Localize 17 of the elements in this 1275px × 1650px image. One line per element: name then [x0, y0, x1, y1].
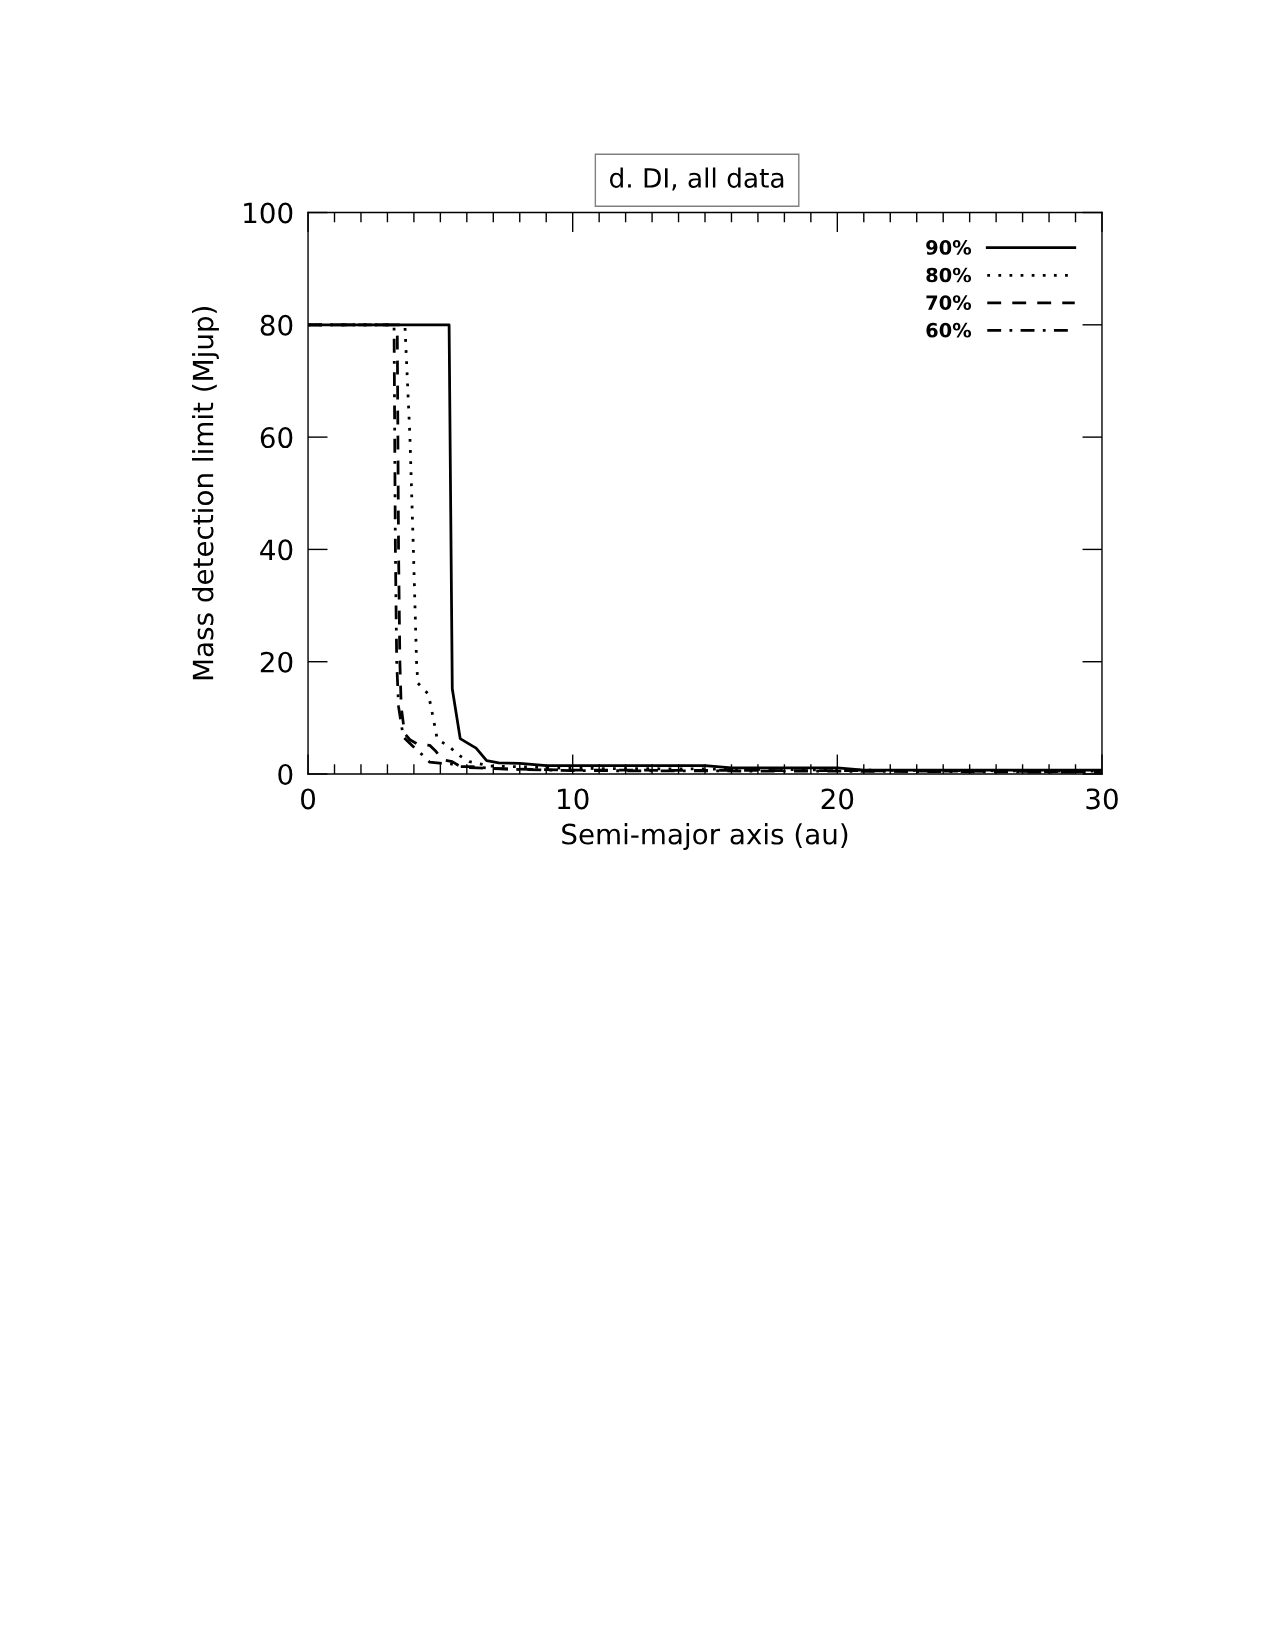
y-tick-label: 40: [260, 539, 293, 561]
chart-title: d. DI, all data: [609, 167, 784, 191]
x-tick-label: 20: [821, 788, 854, 810]
legend-label: 90%: [926, 240, 972, 255]
y-tick-label: 0: [278, 763, 293, 785]
x-tick-label: 10: [558, 788, 589, 810]
x-tick-label: 0: [301, 788, 316, 810]
x-tick-label: 30: [1086, 788, 1118, 810]
legend-label: 70%: [926, 295, 972, 310]
y-tick-label: 20: [260, 651, 293, 673]
x-axis-title: Semi-major axis (au): [562, 823, 848, 850]
y-tick-label: 100: [244, 202, 293, 224]
y-tick-label: 60: [260, 427, 293, 449]
legend-label: 60%: [926, 322, 972, 338]
y-tick-label: 80: [260, 314, 293, 336]
legend-label: 80%: [926, 267, 972, 283]
y-axis-title: Mass detection limit (Mjup): [192, 307, 219, 680]
